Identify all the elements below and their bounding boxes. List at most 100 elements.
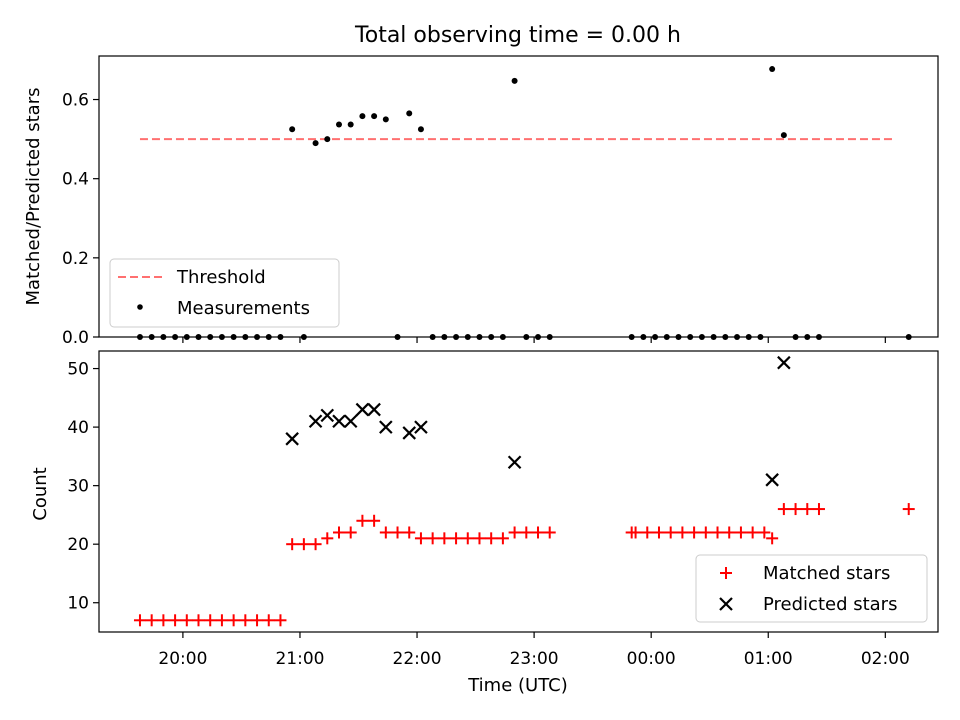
matched-star-point [746,526,759,539]
predicted-star-point [367,402,381,417]
predicted-star-point [414,420,428,434]
matched-star-point [734,526,747,539]
matched-star-point [368,514,381,527]
predicted-star-stroke-b [765,473,779,487]
top-y-tick-label: 0.4 [62,170,89,190]
bottom-y-tick-label: 10 [67,594,89,614]
predicted-star-stroke-b [332,414,346,429]
predicted-star-stroke-b [308,414,323,429]
matched-star-point [676,526,689,539]
matched-star-point [145,614,158,627]
matched-star-point [274,614,287,627]
matched-star-point [629,526,642,539]
predicted-star-point [379,420,393,434]
measurement-point [769,66,776,73]
predicted-star-stroke-b [402,426,417,440]
predicted-star-stroke-b [367,402,381,417]
legend-predicted-swatch [719,597,733,611]
bottom-y-tick-label: 30 [67,477,89,497]
matched-star-point [496,532,509,545]
matched-star-point [520,526,533,539]
bottom-x-tick-label: 02:00 [861,649,910,669]
matched-star-point [450,532,463,545]
top-legend: Threshold Measurements [109,258,340,328]
matched-star-point [391,526,404,539]
predicted-star-point [507,455,522,470]
predicted-star-point [777,355,791,370]
matched-star-point [286,538,299,551]
matched-star-point [204,614,217,627]
bottom-panel-frame [98,350,939,633]
bottom-legend-box [695,554,928,623]
bottom-panel-axes: 10 20 30 40 50 20:00 21:00 22:00 23:00 00:00 01:00… [67,360,909,669]
legend-matched-swatch [720,567,732,579]
predicted-star-stroke-b [507,455,522,470]
matched-star-point [251,614,264,627]
matched-star-point [812,503,825,516]
matched-star-point [758,526,771,539]
measurement-point [780,132,787,139]
bottom-x-tick-label: 00:00 [627,649,676,669]
measurement-point [324,136,331,143]
matched-star-point [508,526,521,539]
bottom-y-tick-label: 20 [67,535,89,555]
predicted-star-point [402,426,417,440]
matched-star-point [766,532,779,545]
legend-measurements-label: Measurements [177,298,310,319]
measurement-point [406,110,413,117]
bottom-x-tick-label: 22:00 [393,649,442,669]
measurement-point [511,77,518,84]
measurement-point [335,121,342,128]
predicted-star-point [343,414,358,429]
matched-star-point [426,532,439,545]
matched-star-point [532,526,545,539]
top-legend-box [109,258,340,328]
matched-star-point [485,532,498,545]
top-y-tick-label: 0.6 [62,91,89,111]
matched-star-point [777,503,790,516]
matched-star-point [699,526,712,539]
measurement-point [382,116,389,123]
predicted-star-stroke-b [285,432,299,446]
predicted-star-stroke-b [355,402,370,417]
matched-star-point [297,538,310,551]
legend-threshold-label: Threshold [176,267,266,288]
matched-star-point [157,614,170,627]
predicted-star-point [765,473,779,487]
top-panel: 0.0 0.2 0.4 0.6 Matched/Predicted stars Thr… [23,55,939,348]
measurement-point [359,113,366,120]
bottom-x-tick-label: 21:00 [275,649,324,669]
bottom-x-tick-label: 01:00 [744,649,793,669]
matched-star-point [801,503,814,516]
bottom-y-axis-label: Count [30,467,51,520]
matched-star-point [309,538,322,551]
matched-star-point [723,526,736,539]
matched-star-point [379,526,392,539]
matched-star-point [133,614,146,627]
matched-star-point [356,514,369,527]
bottom-panel-marks [133,355,915,627]
predicted-star-point [285,432,299,446]
matched-star-point [438,532,451,545]
matched-star-point [652,526,665,539]
predicted-star-point [332,414,346,429]
bottom-y-tick-label: 40 [67,418,89,438]
matched-star-point [664,526,677,539]
matched-star-point [473,532,486,545]
measurement-point [312,140,319,147]
top-y-axis-label: Matched/Predicted stars [23,88,44,306]
matched-star-point [321,532,334,545]
matched-star-point [180,614,193,627]
matched-star-point [332,526,345,539]
matched-star-point [227,614,240,627]
matched-star-point [641,526,654,539]
predicted-star-stroke-b [379,420,393,434]
predicted-star-point [308,414,323,429]
measurement-point [417,126,424,133]
bottom-panel: 10 20 30 40 50 20:00 21:00 22:00 23:00 00:00 01:00… [30,350,939,696]
figure-title: Total observing time = 0.00 h [354,23,681,48]
matched-star-point [688,526,701,539]
bottom-x-tick-label: 23:00 [510,649,559,669]
matched-star-point [461,532,474,545]
top-panel-frame [98,55,939,338]
